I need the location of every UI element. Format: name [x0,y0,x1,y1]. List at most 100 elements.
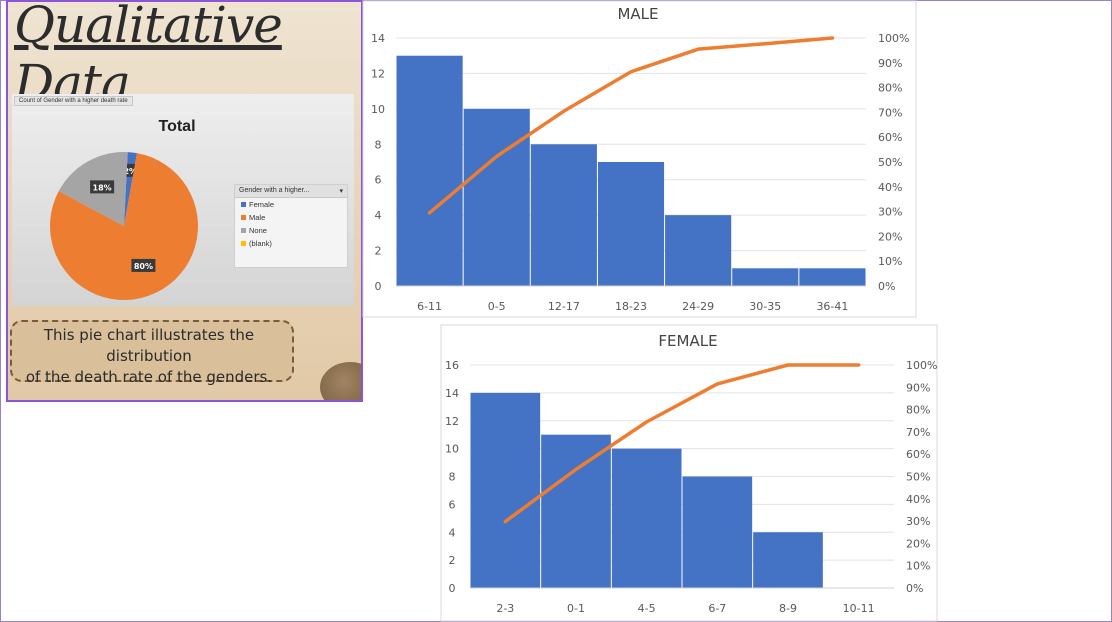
y-tick-label: 10 [445,443,459,456]
bar [541,434,611,588]
bar [753,532,823,588]
y-tick-label: 2 [375,245,382,258]
caption-line-1: This pie chart illustrates the [43,326,255,344]
y2-tick-label: 40% [878,181,902,194]
legend-label: None [249,226,267,235]
legend-swatch [241,215,246,220]
y2-tick-label: 90% [906,381,930,394]
legend-swatch [241,241,246,246]
caption-text: This pie chart illustrates the distribut… [18,325,280,388]
y-tick-label: 0 [375,280,382,293]
x-tick-label: 2-3 [496,602,514,615]
x-tick-label: 18-23 [615,300,647,313]
pie-chart-card[interactable]: Count of Gender with a higher death rate… [12,94,354,306]
y2-tick-label: 0% [906,582,923,595]
y2-tick-label: 30% [906,515,930,528]
slide-panel[interactable]: Qualitative Data Count of Gender with a … [6,0,363,402]
chart-title: FEMALE [658,332,717,350]
y2-tick-label: 70% [906,426,930,439]
y2-tick-label: 30% [878,206,902,219]
y2-tick-label: 10% [906,560,930,573]
y2-tick-label: 50% [878,156,902,169]
female-pareto-chart[interactable]: FEMALE 0 2 4 6 8 10 12 14 16 0% 10% 20% 30% 40% 50% 60% 7… [440,324,940,622]
legend-title: Gender with a higher... [239,187,310,194]
pie-data-label: 80% [134,262,153,271]
dropdown-arrow-icon[interactable]: ▾ [339,188,343,195]
y2-tick-label: 100% [878,32,909,45]
legend-items: Female Male None (blank) [235,198,347,250]
legend-label: (blank) [249,239,272,248]
y-tick-label: 8 [449,471,456,484]
bar [470,392,541,588]
caption-box [10,320,294,382]
x-tick-label: 6-11 [417,300,442,313]
cumulative-line [503,363,861,524]
pie-chart: 2% 80% 18% [49,152,199,300]
y2-tick-label: 50% [906,471,930,484]
legend-label: Female [249,200,275,209]
y-tick-label: 8 [375,138,382,151]
cumulative-line [427,36,835,215]
caption-line-3: of the death rate of the genders. [25,368,273,386]
decorative-rock-image [320,362,361,400]
y-tick-label: 16 [445,359,459,372]
y-tick-label: 4 [375,209,382,222]
legend-item[interactable]: Male [235,211,347,224]
x-tick-label: 0-1 [567,602,585,615]
x-tick-label: 10-11 [843,602,875,615]
y2-tick-label: 20% [906,537,930,550]
pie-data-label: 18% [93,183,112,192]
legend-label: Male [249,213,266,222]
bar [799,268,866,286]
male-pareto-chart[interactable]: MALE 0 2 4 6 8 10 12 14 0% 10% 20% 30% 40% 50% 60% 70% 80… [362,0,922,320]
caption-line-2: distribution [106,347,192,365]
x-tick-label: 6-7 [708,602,726,615]
legend-item[interactable]: None [235,224,347,237]
y-tick-label: 12 [371,67,385,80]
y2-tick-label: 70% [878,106,902,119]
bar [530,144,597,286]
y2-tick-label: 40% [906,493,930,506]
bar [463,108,530,286]
y-tick-label: 10 [371,103,385,116]
bar [682,476,753,588]
pie-slice-male [49,153,199,300]
y2-tick-label: 100% [906,359,937,372]
pivot-field-button[interactable]: Count of Gender with a higher death rate [14,96,133,106]
y-tick-label: 14 [445,387,459,400]
pie-data-label: 2% [123,167,137,176]
bar [732,268,799,286]
y2-tick-label: 60% [878,131,902,144]
y-tick-label: 0 [449,582,456,595]
y-tick-label: 12 [445,415,459,428]
legend-swatch [241,202,246,207]
bar [597,162,665,286]
x-tick-label: 8-9 [779,602,797,615]
x-tick-label: 12-17 [548,300,580,313]
legend-filter-header[interactable]: Gender with a higher... ▾ [235,185,347,198]
y2-tick-label: 20% [878,230,902,243]
y2-tick-label: 80% [906,404,930,417]
y2-tick-label: 90% [878,57,902,70]
x-tick-label: 4-5 [638,602,656,615]
pie-label-box [90,180,115,194]
y-tick-label: 6 [449,498,456,511]
bar [396,55,463,286]
x-tick-label: 36-41 [816,300,848,313]
pie-legend[interactable]: Gender with a higher... ▾ Female Male None… [234,184,348,268]
legend-item[interactable]: (blank) [235,237,347,250]
y2-tick-label: 60% [906,448,930,461]
y-tick-label: 6 [375,174,382,187]
chart-title: MALE [617,5,658,23]
bar [665,215,732,286]
x-tick-label: 0-5 [488,300,506,313]
x-tick-label: 24-29 [682,300,714,313]
y-tick-label: 2 [449,554,456,567]
pie-label-box [131,258,156,272]
bar [611,448,682,588]
x-tick-label: 30-35 [749,300,781,313]
y2-tick-label: 80% [878,82,902,95]
y2-tick-label: 0% [878,280,895,293]
y2-tick-label: 10% [878,255,902,268]
legend-item[interactable]: Female [235,198,347,211]
